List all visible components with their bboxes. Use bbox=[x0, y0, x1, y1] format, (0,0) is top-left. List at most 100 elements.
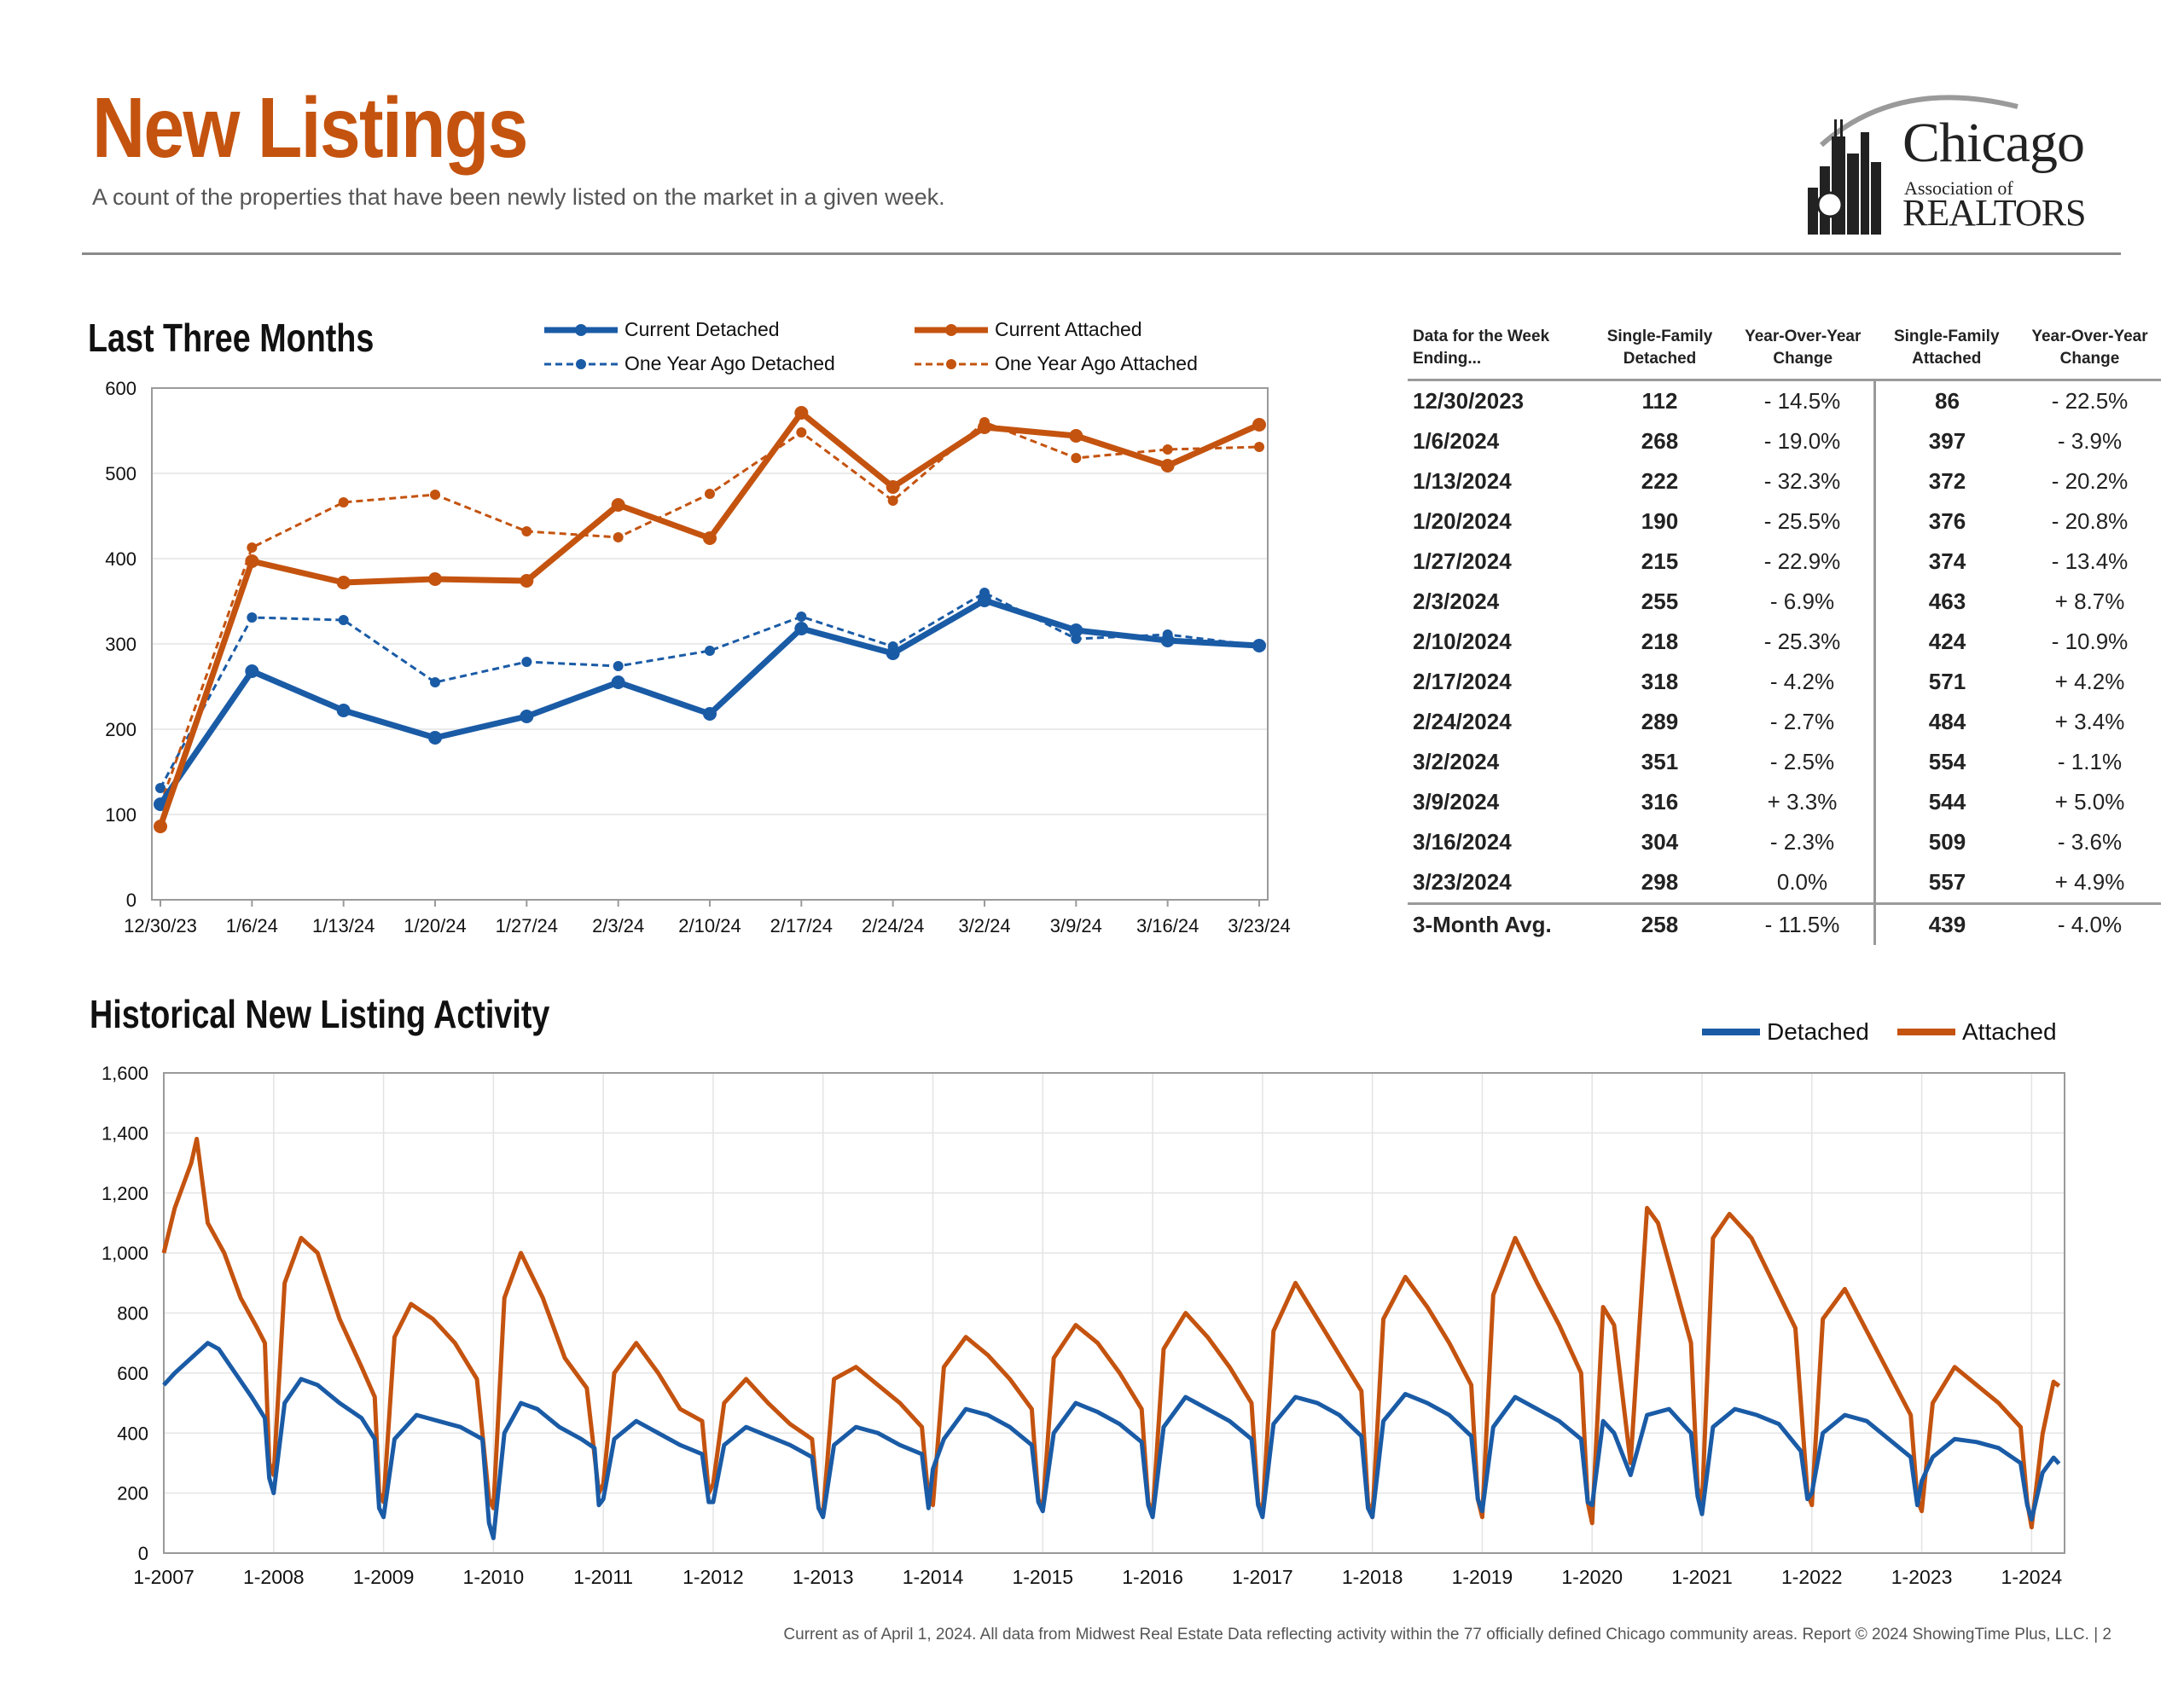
data-point bbox=[886, 646, 900, 660]
series-line-attached bbox=[161, 1136, 2061, 1530]
x-tick-label: 3/16/24 bbox=[1136, 915, 1199, 936]
y-tick-label: 0 bbox=[126, 890, 136, 911]
data-point bbox=[978, 594, 991, 607]
table-cell-attached: 424 bbox=[1873, 622, 2018, 662]
legend-year-ago-detached: One Year Ago Detached bbox=[543, 352, 835, 375]
table-row: 2/10/2024 218 - 25.3% 424 - 10.9% bbox=[1408, 622, 2161, 662]
data-point bbox=[613, 532, 624, 542]
data-point bbox=[796, 612, 807, 622]
data-point bbox=[1069, 623, 1083, 637]
table-cell-detached-yoy: - 25.5% bbox=[1763, 508, 1841, 534]
series-line-one-year-ago-detached bbox=[159, 591, 1260, 789]
table-cell-attached: 571 bbox=[1873, 662, 2018, 702]
table-cell-attached-yoy: - 20.8% bbox=[2051, 508, 2129, 534]
legend-current-detached: Current Detached bbox=[543, 318, 780, 341]
data-point bbox=[521, 657, 532, 667]
data-point bbox=[247, 612, 258, 623]
footer-note: Current as of April 1, 2024. All data fr… bbox=[783, 1626, 2111, 1644]
series-line-detached bbox=[162, 1341, 2061, 1540]
chicago-realtors-logo: Chicago Association of REALTORS bbox=[1796, 85, 2120, 239]
table-cell-attached-yoy: + 3.4% bbox=[2054, 709, 2125, 734]
section-title-last-three-months: Last Three Months bbox=[88, 316, 375, 360]
table-header-detached: Single-Family Detached bbox=[1606, 328, 1713, 368]
y-tick-label: 100 bbox=[105, 804, 136, 826]
table-cell-attached-yoy: + 8.7% bbox=[2054, 588, 2125, 614]
table-row: 3/9/2024 316 + 3.3% 544 + 5.0% bbox=[1408, 782, 2161, 822]
data-point bbox=[705, 489, 715, 499]
table-row-average: 3-Month Avg. 258 - 11.5% 439 - 4.0% bbox=[1408, 903, 2161, 945]
table-cell-attached-yoy: + 4.9% bbox=[2054, 869, 2125, 895]
data-point bbox=[245, 554, 259, 568]
data-point bbox=[978, 420, 991, 434]
legend-year-ago-attached: One Year Ago Attached bbox=[913, 352, 1198, 375]
historical-activity-chart: 0 200 400 600 800 1,000 1,200 1,400 1,600 1-2007 1… bbox=[102, 1063, 2065, 1588]
table-cell-attached: 374 bbox=[1873, 542, 2018, 582]
table-row: 12/30/2023 112 - 14.5% 86 - 22.5% bbox=[1408, 380, 2161, 421]
logo-text-chicago: Chicago bbox=[1902, 112, 2085, 174]
table-cell-detached: 304 bbox=[1641, 829, 1679, 855]
data-point bbox=[613, 661, 624, 671]
table-cell-attached: 544 bbox=[1873, 782, 2018, 822]
x-tick-label: 1-2021 bbox=[1671, 1566, 1733, 1588]
x-tick-label: 1-2012 bbox=[682, 1566, 744, 1588]
x-tick-label: 1-2007 bbox=[133, 1566, 195, 1588]
x-tick-label: 3/23/24 bbox=[1228, 915, 1290, 936]
x-tick-label: 2/24/24 bbox=[862, 915, 924, 936]
data-point bbox=[338, 497, 349, 507]
x-tick-label: 2/17/24 bbox=[770, 915, 833, 936]
header-divider bbox=[82, 252, 2121, 255]
page-title: New Listings bbox=[92, 80, 528, 176]
table-avg-cell-detached-yoy: - 11.5% bbox=[1764, 912, 1840, 937]
data-point bbox=[705, 646, 715, 656]
x-tick-label: 1-2014 bbox=[903, 1566, 964, 1588]
y-tick-label: 1,000 bbox=[102, 1243, 148, 1264]
table-row: 1/20/2024 190 - 25.5% 376 - 20.8% bbox=[1408, 501, 2161, 542]
table-cell-detached: 316 bbox=[1641, 789, 1679, 815]
data-point bbox=[611, 498, 625, 512]
table-cell-week: 3/2/2024 bbox=[1413, 749, 1500, 774]
legend-label-year-ago-detached: One Year Ago Detached bbox=[624, 352, 835, 374]
table-cell-detached-yoy: - 19.0% bbox=[1763, 428, 1841, 454]
last-three-months-chart: 0 100 200 300 400 500 600 12/30/23 1/6/24 1/13/24… bbox=[105, 378, 1290, 936]
table-cell-attached: 372 bbox=[1873, 461, 2018, 501]
table-cell-week: 2/17/2024 bbox=[1413, 669, 1512, 694]
x-tick-label: 3/9/24 bbox=[1050, 915, 1102, 936]
table-cell-attached-yoy: - 10.9% bbox=[2051, 629, 2129, 654]
y-tick-label: 400 bbox=[105, 548, 136, 570]
table-cell-attached-yoy: - 3.9% bbox=[2057, 428, 2123, 454]
legend-label-detached: Detached bbox=[1767, 1018, 1869, 1045]
x-tick-label: 1-2020 bbox=[1561, 1566, 1623, 1588]
series-line-current-detached bbox=[158, 597, 1260, 806]
x-tick-label: 1/6/24 bbox=[226, 915, 278, 936]
data-point bbox=[794, 406, 809, 420]
data-point bbox=[1252, 639, 1266, 652]
table-cell-attached-yoy: + 4.2% bbox=[2054, 669, 2125, 694]
y-tick-label: 300 bbox=[105, 634, 136, 655]
table-cell-week: 1/27/2024 bbox=[1413, 548, 1512, 574]
legend-label-current-detached: Current Detached bbox=[624, 318, 780, 340]
table-row: 2/17/2024 318 - 4.2% 571 + 4.2% bbox=[1408, 662, 2161, 702]
table-header-week: Data for the Week Ending... bbox=[1413, 328, 1550, 368]
data-point bbox=[1069, 429, 1083, 443]
data-point bbox=[245, 664, 259, 678]
table-cell-week: 3/9/2024 bbox=[1413, 789, 1500, 815]
table-cell-detached: 215 bbox=[1641, 548, 1679, 574]
table-cell-attached-yoy: - 22.5% bbox=[2051, 388, 2129, 414]
data-point bbox=[1071, 453, 1082, 463]
y-tick-label: 800 bbox=[117, 1303, 148, 1325]
table-cell-detached: 190 bbox=[1641, 508, 1679, 534]
data-point bbox=[520, 574, 534, 588]
x-tick-label: 1-2016 bbox=[1122, 1566, 1183, 1588]
x-tick-label: 1-2011 bbox=[573, 1566, 633, 1588]
table-cell-detached-yoy: - 14.5% bbox=[1763, 388, 1841, 414]
x-tick-label: 1/13/24 bbox=[312, 915, 375, 936]
legend-attached: Attached bbox=[1896, 1018, 2057, 1046]
table-cell-detached-yoy: + 3.3% bbox=[1767, 789, 1838, 815]
y-tick-label: 600 bbox=[117, 1363, 148, 1384]
table-cell-attached-yoy: + 5.0% bbox=[2054, 789, 2125, 815]
y-tick-label: 1,200 bbox=[102, 1183, 148, 1204]
y-tick-label: 400 bbox=[117, 1423, 148, 1444]
data-point bbox=[521, 526, 532, 536]
legend-label-attached: Attached bbox=[1962, 1018, 2057, 1045]
table-header-detached-yoy: Year-Over-Year Change bbox=[1745, 328, 1862, 368]
